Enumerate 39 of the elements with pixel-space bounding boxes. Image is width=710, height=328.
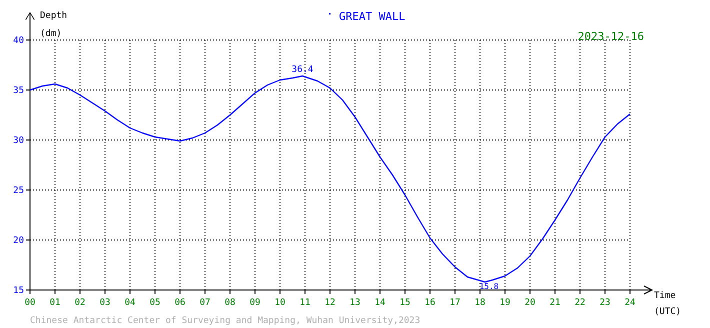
x-tick-label: 22 [574,298,586,308]
x-tick-label: 07 [200,298,210,308]
x-tick-label: 06 [174,298,186,308]
x-tick-label: 24 [624,298,636,308]
x-tick-label: 16 [424,298,436,308]
y-tick-label: 15 [13,286,24,296]
annotation: 36.4 [292,65,314,75]
chart-subtitle: 2023-12-16 [578,30,644,43]
x-tick-label: 01 [50,298,60,308]
y-tick-label: 20 [13,236,24,246]
x-axis-title: Time (UTC) [654,291,682,317]
x-tick-label: 17 [450,298,460,308]
y-tick-label: 30 [13,136,24,146]
x-tick-label: 09 [250,298,260,308]
x-tick-label: 14 [374,298,386,308]
line-series [29,75,631,283]
x-tick-label: 03 [100,298,110,308]
x-tick-label: 20 [524,298,536,308]
x-tick-label: 19 [500,298,510,308]
y-tick-label: 35 [13,86,24,96]
x-tick-label: 10 [274,298,286,308]
x-tick-label: 21 [550,298,560,308]
x-tick-label: 00 [24,298,36,308]
x-tick-label: 05 [150,298,160,308]
x-tick-label: 08 [224,298,236,308]
x-tick-label: 04 [124,298,136,308]
x-tick-label: 23 [600,298,610,308]
y-tick-label: 25 [13,186,24,196]
x-tick-label: 12 [324,298,336,308]
x-tick-label: 02 [74,298,86,308]
x-tick-label: 15 [400,298,410,308]
chart-title: GREAT WALL [339,10,406,23]
x-tick-label: 18 [474,298,486,308]
text: Chinese Antarctic Center of Surveying and Mapping, Wuhan University,2023 [30,316,420,326]
y-axis-title: Depth (dm) [40,11,68,39]
x-tick-label: 11 [300,298,310,308]
x-tick-label: 13 [350,298,360,308]
annotation: 15.8 [479,282,499,291]
y-tick-label: 40 [13,36,24,46]
